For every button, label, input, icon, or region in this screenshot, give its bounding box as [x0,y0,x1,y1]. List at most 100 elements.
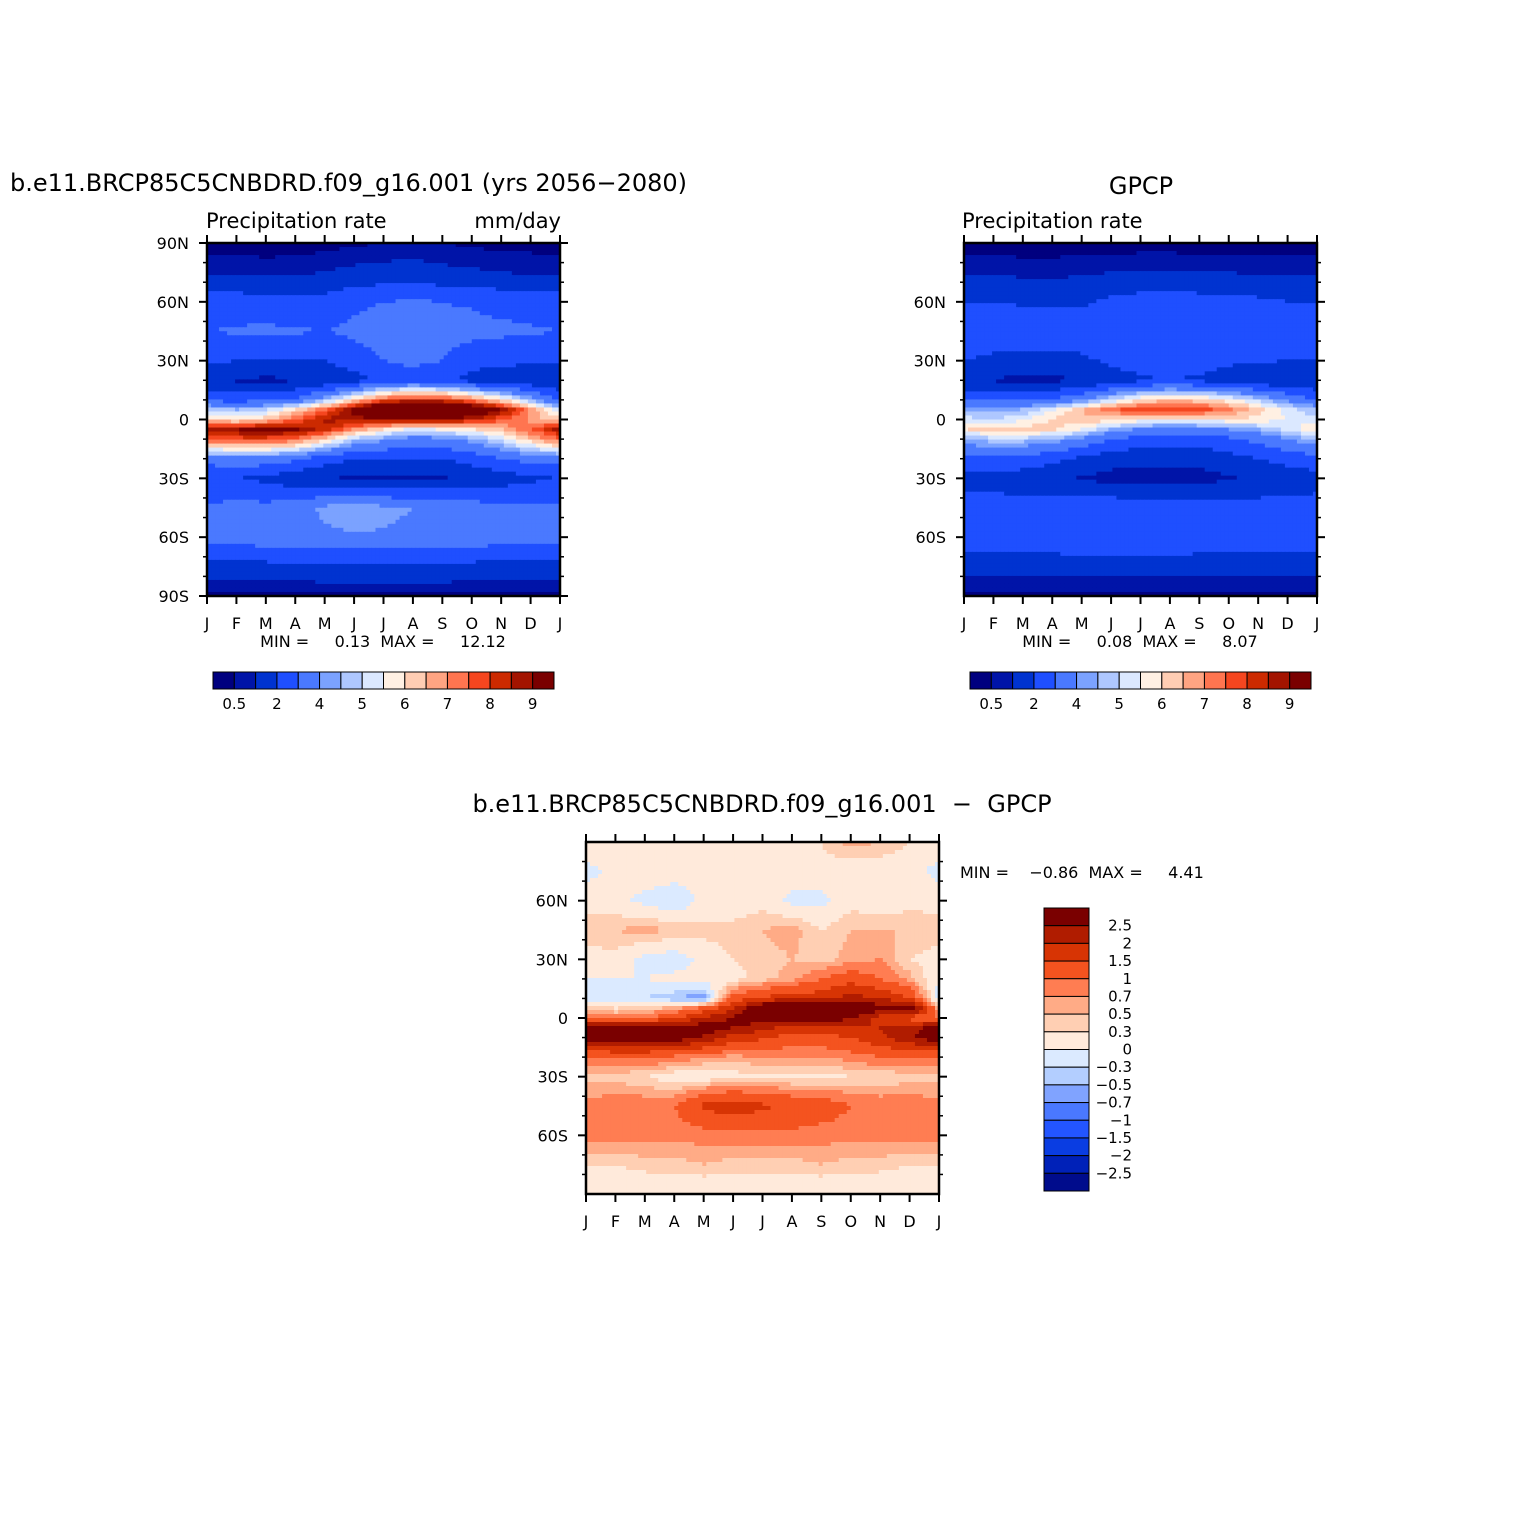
heatmap-cell [496,363,501,368]
heatmap-cell [396,279,401,284]
heatmap-cell [255,367,260,372]
heatmap-cell [428,315,433,320]
heatmap-cell [492,347,497,352]
heatmap-cell [524,355,529,360]
heatmap-cell [339,387,344,392]
heatmap-cell [488,255,493,260]
heatmap-cell [283,363,288,368]
heatmap-cell [544,255,549,260]
heatmap-cell [347,271,352,276]
heatmap-cell [287,259,292,264]
heatmap-cell [504,395,509,400]
heatmap-cell [327,331,332,336]
heatmap-cell [396,339,401,344]
heatmap-cell [283,448,288,453]
heatmap-cell [400,387,405,392]
heatmap-cell [440,359,445,364]
heatmap-cell [392,263,397,268]
heatmap-cell [488,331,493,336]
heatmap-cell [540,283,545,288]
heatmap-cell [448,399,453,404]
heatmap-cell [540,407,545,412]
heatmap-cell [520,343,525,348]
heatmap-cell [363,444,368,449]
heatmap-cell [379,395,384,400]
heatmap-cell [548,311,553,316]
heatmap-cell [315,311,320,316]
heatmap-cell [432,327,437,332]
heatmap-cell [307,315,312,320]
heatmap-cell [263,299,268,304]
heatmap-cell [303,407,308,412]
heatmap-cell [291,319,296,324]
heatmap-cell [255,251,260,256]
heatmap-cell [488,267,493,272]
heatmap-cell [271,347,276,352]
heatmap-cell [472,255,477,260]
heatmap-cell [392,432,397,437]
heatmap-cell [448,263,453,268]
heatmap-cell [347,440,352,445]
heatmap-cell [444,452,449,457]
heatmap-cell [367,391,372,396]
heatmap-cell [227,299,232,304]
heatmap-cell [299,399,304,404]
heatmap-cell [400,375,405,380]
heatmap-cell [480,432,485,437]
heatmap-cell [219,379,224,384]
heatmap-cell [311,295,316,300]
heatmap-cell [480,399,485,404]
heatmap-cell [544,403,549,408]
heatmap-cell [235,311,240,316]
heatmap-cell [476,279,481,284]
heatmap-cell [331,456,336,461]
heatmap-cell [472,359,477,364]
heatmap-cell [420,444,425,449]
heatmap-cell [287,283,292,288]
heatmap-cell [496,444,501,449]
heatmap-cell [464,395,469,400]
heatmap-cell [416,323,421,328]
heatmap-cell [464,415,469,420]
heatmap-cell [239,379,244,384]
heatmap-cell [524,263,529,268]
heatmap-cell [239,432,244,437]
heatmap-cell [339,367,344,372]
heatmap-cell [492,307,497,312]
heatmap-cell [355,315,360,320]
heatmap-cell [339,347,344,352]
heatmap-cell [396,307,401,312]
heatmap-cell [251,379,256,384]
heatmap-cell [384,440,389,445]
heatmap-cell [311,407,316,412]
heatmap-cell [396,259,401,264]
heatmap-cell [363,291,368,296]
heatmap-cell [396,299,401,304]
heatmap-cell [287,299,292,304]
heatmap-cell [299,291,304,296]
heatmap-cell [291,327,296,332]
heatmap-cell [492,319,497,324]
heatmap-cell [355,347,360,352]
heatmap-cell [379,403,384,408]
heatmap-cell [355,432,360,437]
heatmap-cell [396,367,401,372]
heatmap-cell [460,448,465,453]
heatmap-cell [484,279,489,284]
heatmap-cell [396,448,401,453]
heatmap-cell [460,347,465,352]
heatmap-cell [412,387,417,392]
heatmap-cell [536,420,541,425]
heatmap-cell [416,460,421,465]
heatmap-cell [295,283,300,288]
heatmap-cell [468,331,473,336]
heatmap-cell [219,291,224,296]
heatmap-cell [299,267,304,272]
heatmap-cell [371,279,376,284]
heatmap-cell [496,387,501,392]
heatmap-cell [355,428,360,433]
heatmap-cell [259,271,264,276]
heatmap-cell [319,287,324,292]
heatmap-cell [548,323,553,328]
heatmap-cell [211,335,216,340]
